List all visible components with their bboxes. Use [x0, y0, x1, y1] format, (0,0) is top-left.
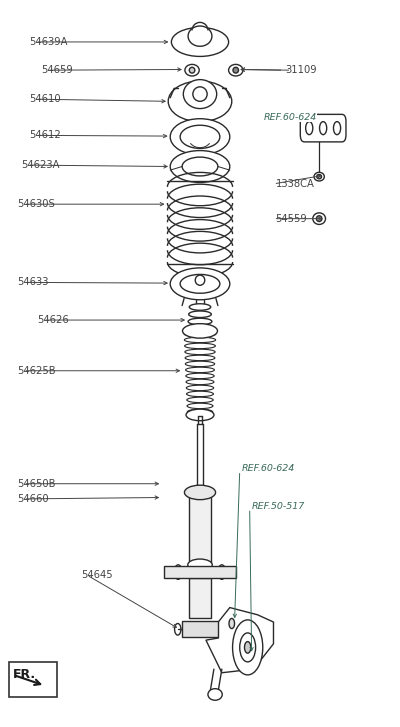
Circle shape — [174, 624, 181, 635]
Polygon shape — [206, 608, 274, 672]
Ellipse shape — [185, 65, 199, 76]
Ellipse shape — [172, 28, 229, 57]
Text: 54612: 54612 — [29, 130, 61, 140]
Ellipse shape — [317, 174, 322, 179]
Ellipse shape — [189, 326, 211, 332]
Circle shape — [244, 642, 251, 653]
Ellipse shape — [189, 311, 211, 318]
FancyBboxPatch shape — [300, 114, 346, 142]
Circle shape — [320, 121, 327, 134]
Ellipse shape — [193, 87, 207, 101]
Ellipse shape — [186, 367, 214, 373]
Ellipse shape — [233, 68, 238, 73]
Ellipse shape — [185, 356, 215, 361]
Ellipse shape — [182, 324, 218, 338]
Ellipse shape — [313, 213, 326, 225]
Text: 54639A: 54639A — [29, 37, 68, 47]
FancyBboxPatch shape — [9, 662, 57, 696]
Text: FR.: FR. — [13, 668, 36, 681]
Ellipse shape — [195, 275, 205, 285]
Text: REF.60-624: REF.60-624 — [242, 464, 295, 473]
Text: 54630S: 54630S — [17, 199, 55, 209]
Ellipse shape — [182, 157, 218, 176]
Text: 54645: 54645 — [81, 570, 112, 580]
Ellipse shape — [185, 343, 215, 349]
Ellipse shape — [170, 119, 230, 155]
Ellipse shape — [184, 332, 216, 337]
Ellipse shape — [186, 409, 214, 421]
Bar — [182, 622, 218, 638]
Ellipse shape — [188, 559, 212, 571]
Ellipse shape — [187, 397, 213, 403]
Ellipse shape — [168, 81, 232, 121]
Ellipse shape — [314, 172, 324, 181]
Ellipse shape — [184, 485, 216, 499]
Ellipse shape — [187, 403, 213, 409]
Circle shape — [174, 565, 182, 579]
Text: REF.50-517: REF.50-517 — [252, 502, 305, 511]
Ellipse shape — [189, 304, 211, 310]
Ellipse shape — [189, 333, 211, 340]
Text: 54626: 54626 — [37, 315, 69, 325]
Bar — [189, 578, 211, 618]
Text: 54633: 54633 — [17, 278, 49, 287]
Text: 54625B: 54625B — [17, 366, 56, 376]
Bar — [164, 566, 236, 578]
Ellipse shape — [186, 391, 214, 397]
Bar — [189, 492, 211, 565]
Ellipse shape — [189, 68, 195, 73]
Text: 54623A: 54623A — [21, 160, 60, 170]
Text: 54610: 54610 — [29, 95, 61, 104]
Ellipse shape — [186, 373, 214, 379]
Text: 31109: 31109 — [286, 65, 317, 75]
Ellipse shape — [185, 361, 215, 366]
Ellipse shape — [187, 409, 213, 414]
Circle shape — [218, 565, 226, 579]
Circle shape — [306, 121, 313, 134]
Ellipse shape — [188, 318, 212, 325]
Text: REF.60-624: REF.60-624 — [264, 113, 317, 121]
Ellipse shape — [186, 385, 214, 390]
Ellipse shape — [170, 150, 230, 182]
Text: 1338CA: 1338CA — [276, 179, 314, 189]
Ellipse shape — [185, 349, 215, 355]
Ellipse shape — [170, 268, 230, 300]
Text: 54650B: 54650B — [17, 478, 56, 489]
Text: 54659: 54659 — [41, 65, 73, 75]
Circle shape — [229, 619, 234, 629]
Text: 54559: 54559 — [276, 214, 307, 224]
Ellipse shape — [180, 274, 220, 293]
Ellipse shape — [186, 379, 214, 385]
Circle shape — [232, 620, 263, 675]
Ellipse shape — [183, 79, 217, 108]
Circle shape — [240, 633, 256, 662]
Ellipse shape — [316, 216, 322, 222]
Ellipse shape — [184, 337, 216, 342]
Ellipse shape — [188, 26, 212, 47]
Text: 54660: 54660 — [17, 494, 49, 504]
Ellipse shape — [180, 125, 220, 148]
Circle shape — [334, 121, 341, 134]
Ellipse shape — [208, 688, 222, 700]
Ellipse shape — [229, 65, 243, 76]
